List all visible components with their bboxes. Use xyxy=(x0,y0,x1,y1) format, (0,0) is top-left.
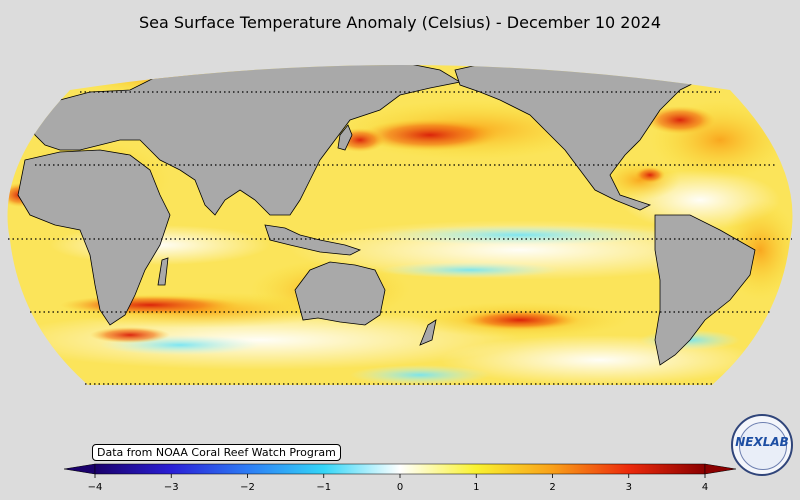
new-zealand-land xyxy=(419,319,437,346)
colorbar-body xyxy=(94,463,706,475)
south-america-land xyxy=(654,214,756,366)
colorbar-tick-label: −4 xyxy=(87,482,103,493)
antarctica-land xyxy=(140,395,660,428)
parallels xyxy=(8,91,792,385)
nexlab-logo: NEXLAB xyxy=(731,414,793,476)
colorbar-tick-label: 0 xyxy=(396,482,404,493)
colorbar-tick-label: 1 xyxy=(473,482,480,493)
logo-text: NEXLAB xyxy=(735,435,789,449)
colorbar-low-extend xyxy=(63,463,96,475)
africa-land xyxy=(17,149,171,326)
colorbar-high-extend xyxy=(704,463,737,475)
data-credit: Data from NOAA Coral Reef Watch Program xyxy=(92,444,341,461)
colorbar-tick-label: −3 xyxy=(163,482,179,493)
australia-land xyxy=(294,261,386,326)
colorbar-tick-label: −2 xyxy=(240,482,255,493)
madagascar-land xyxy=(157,257,169,286)
colorbar-tick-label: 3 xyxy=(625,482,632,493)
eurasia-land xyxy=(29,65,462,216)
colorbar-tick-label: −1 xyxy=(316,482,332,493)
land-layer xyxy=(17,65,756,428)
logo-globe-icon xyxy=(739,422,787,470)
colorbar-tick-label: 2 xyxy=(549,482,556,493)
greenland-land xyxy=(599,65,681,76)
japan-land xyxy=(337,124,353,151)
colorbar-tick-label: 4 xyxy=(701,482,709,493)
indonesia-land xyxy=(264,224,362,256)
colorbar xyxy=(63,463,737,478)
map-title: Sea Surface Temperature Anomaly (Celsius… xyxy=(139,13,661,32)
